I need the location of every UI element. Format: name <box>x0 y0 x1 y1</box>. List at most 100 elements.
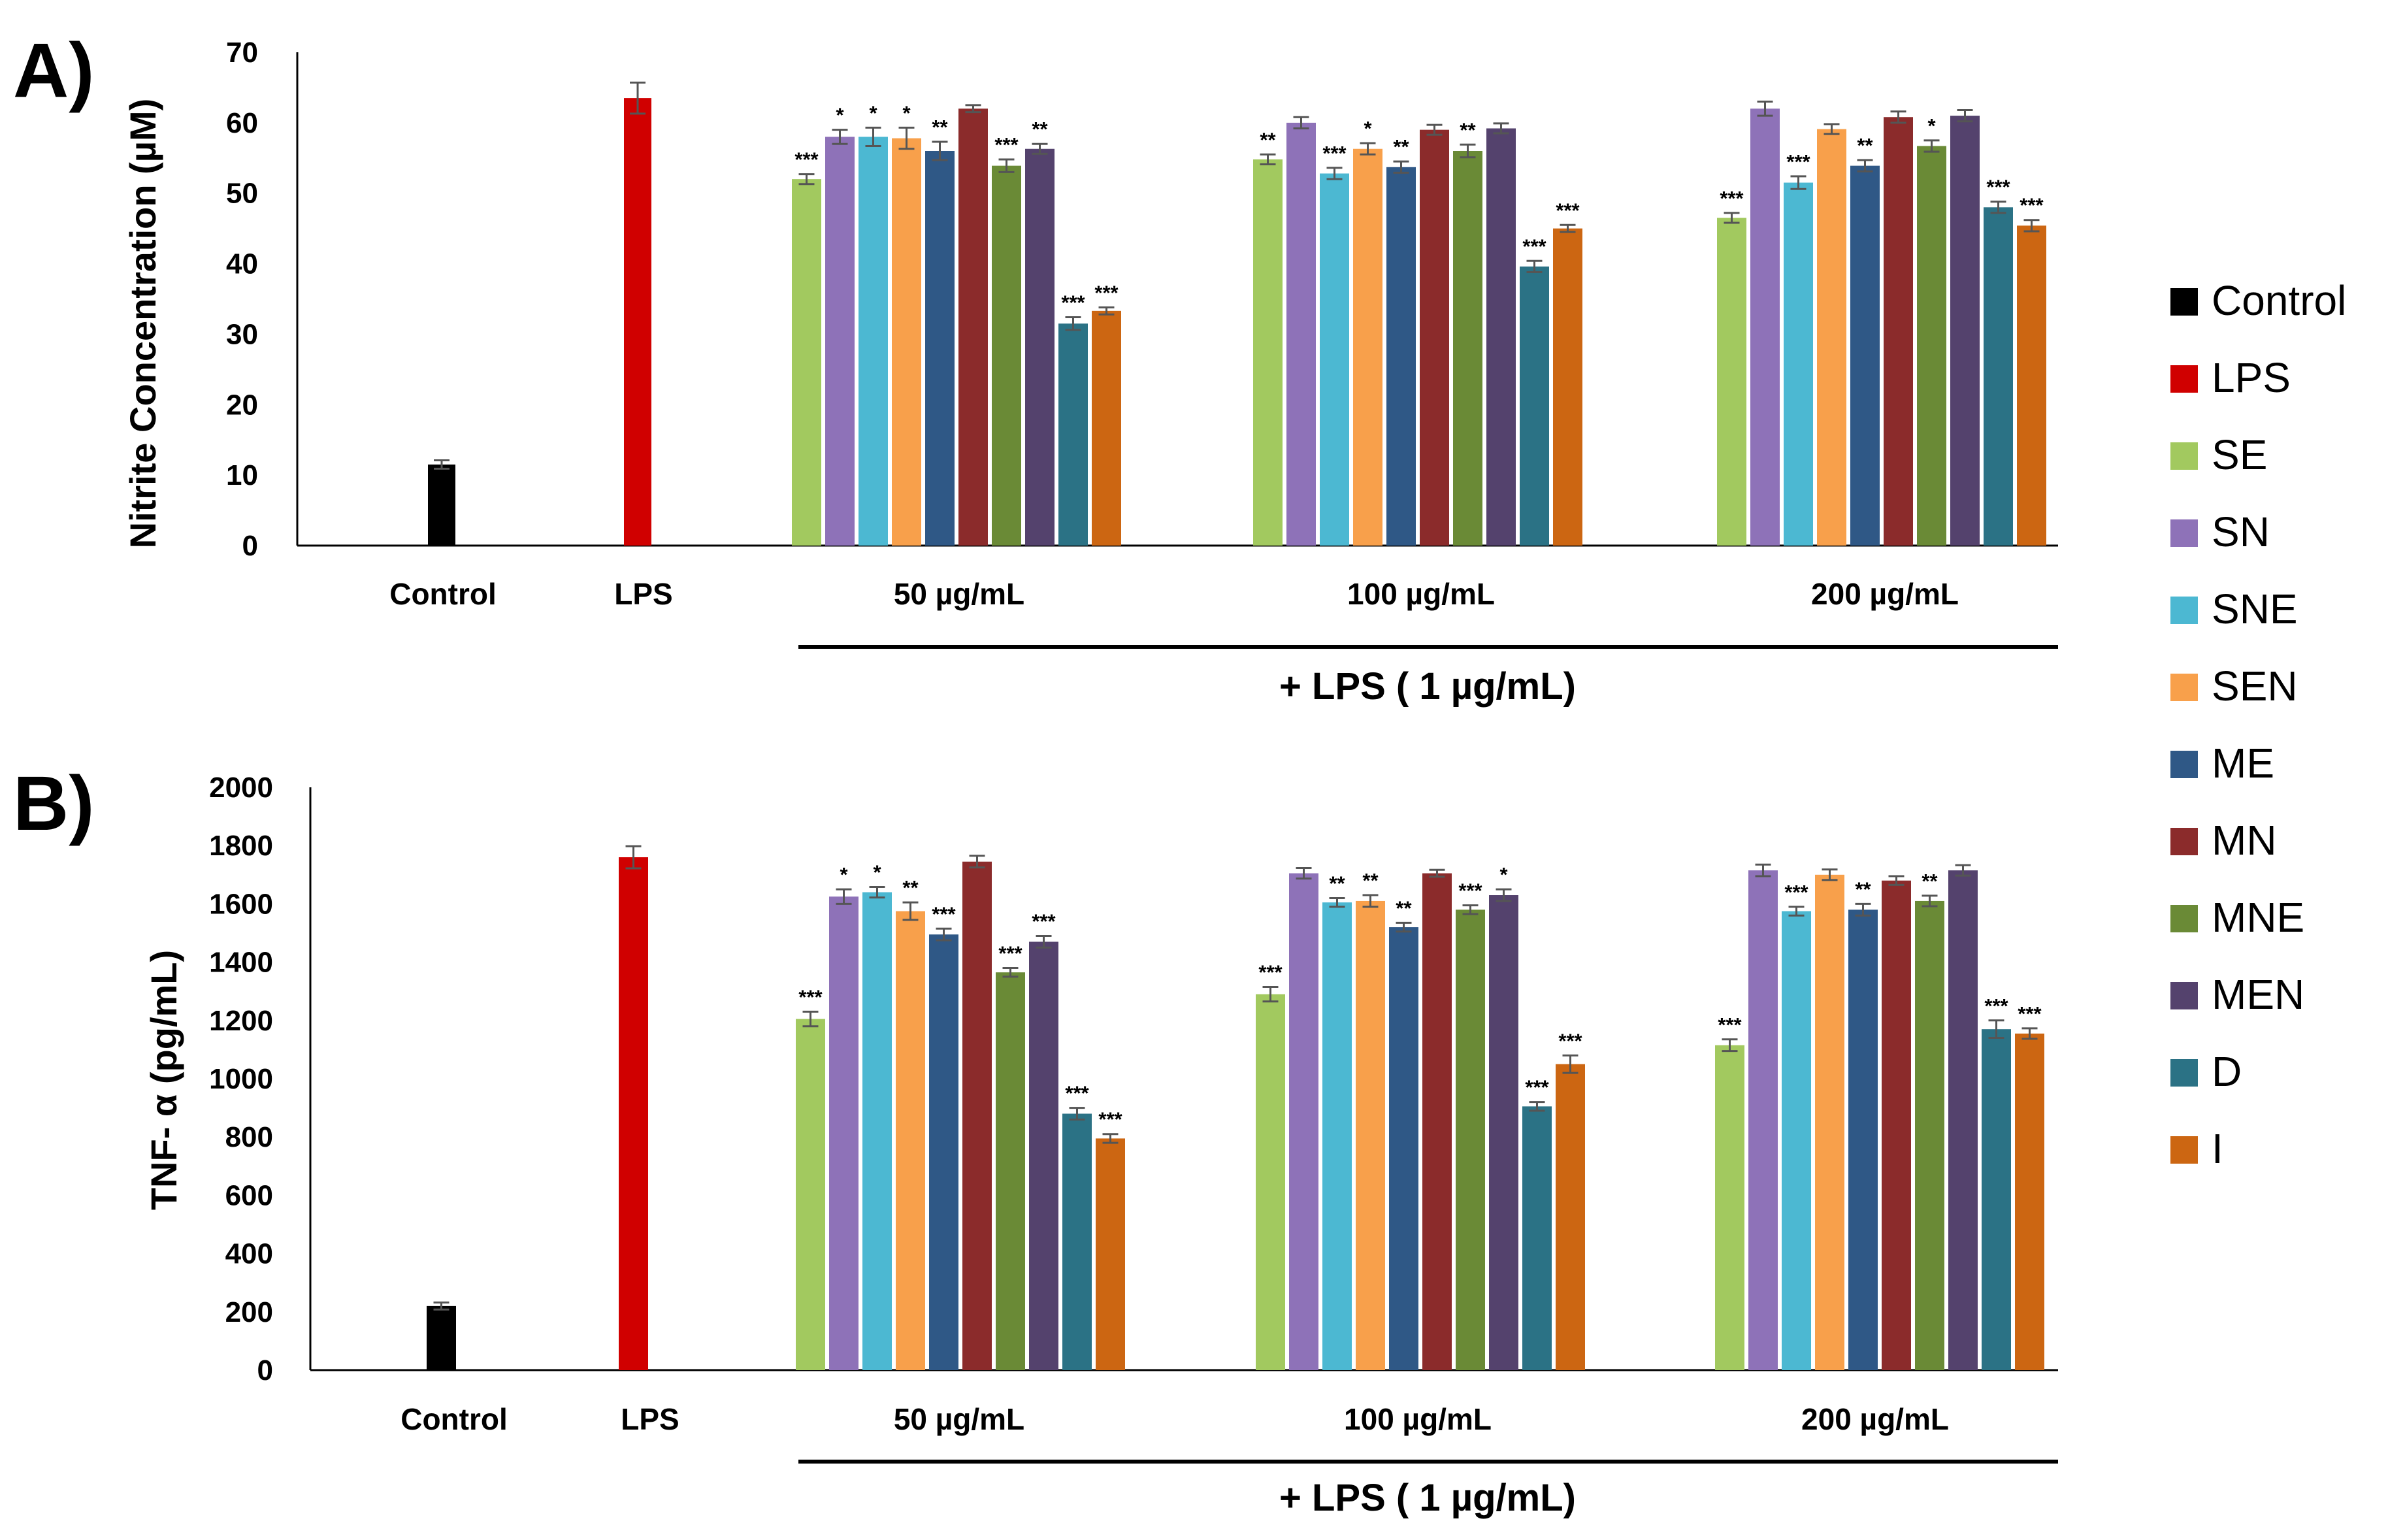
panel-a-lps-treatment-label: + LPS ( 1 µg/mL) <box>1279 665 1576 708</box>
panel-b-100-g-ml-se-significance: *** <box>1258 961 1283 984</box>
panel-a-y-ticks: 0 10 20 30 40 50 60 70 <box>226 37 258 562</box>
legend-swatch-mn <box>2170 828 2198 855</box>
panel-b-50-g-ml-sn-error-bar <box>836 888 852 905</box>
panel-a-200-g-ml-d-significance: *** <box>1986 176 2010 199</box>
legend-swatch-mne <box>2170 905 2198 932</box>
legend-swatch-lps <box>2170 365 2198 393</box>
legend-item-control: Control <box>2170 277 2346 324</box>
panel-b-50-g-ml-se-bar <box>796 1019 825 1370</box>
panel-a-200-g-ml-me-error-bar <box>1857 159 1873 172</box>
panel-b-y-ticks: 0 200 400 600 800 1000 1200 1400 1600 1800 2000 <box>209 772 273 1386</box>
panel-a-50-g-ml-sne-significance: * <box>869 101 877 124</box>
panel-a-50-g-ml-me-bar <box>925 151 955 546</box>
panel-a-100-g-ml-men-error-bar <box>1493 122 1509 135</box>
panel-b-100-g-ml-d-significance: *** <box>1525 1076 1549 1099</box>
legend-swatch-sen <box>2170 674 2198 701</box>
panel-b-x-label-lps: LPS <box>621 1402 679 1436</box>
legend-label-me: ME <box>2212 740 2274 787</box>
panel-b-50-g-ml-me-bar <box>929 934 958 1370</box>
panel-b-200-g-ml-se-significance: *** <box>1718 1013 1742 1036</box>
panel-b-200-g-ml-se-error-bar <box>1722 1038 1738 1053</box>
panel-b-50-g-ml-mn-bar <box>962 861 992 1370</box>
panel-a-100-g-ml-sne-error-bar <box>1326 167 1343 180</box>
panel-a-x-label-lps: LPS <box>614 577 672 611</box>
panel-a-50-g-ml-i-error-bar <box>1098 306 1115 316</box>
legend-label-control: Control <box>2212 277 2346 324</box>
panel-b-100-g-ml-men-significance: * <box>1499 863 1508 886</box>
panel-b-100-g-ml-me-bar <box>1389 927 1418 1370</box>
legend-item-se: SE <box>2170 431 2267 478</box>
panel-b-50-g-ml-i-error-bar <box>1102 1133 1119 1144</box>
panel-a-100-g-ml-men-bar <box>1486 128 1516 546</box>
panel-b-y-tick-0: 0 <box>257 1354 273 1386</box>
panel-a-significance-marks: **** * *********** ************************… <box>794 101 2044 314</box>
panel-a-y-tick-60: 60 <box>226 107 258 139</box>
panel-b-100-g-ml-i-significance: *** <box>1558 1029 1582 1052</box>
panel-b-50-g-ml-d-error-bar <box>1069 1107 1085 1121</box>
legend-swatch-men <box>2170 982 2198 1009</box>
legend-item-d: D <box>2170 1048 2242 1095</box>
panel-a-50-g-ml-se-bar <box>792 179 821 546</box>
panel-a-200-g-ml-sne-error-bar <box>1790 175 1807 190</box>
panel-b-lps-error-bar <box>625 845 642 870</box>
panel-b-100-g-ml-d-bar <box>1522 1106 1552 1370</box>
panel-b-lps-bar <box>619 857 648 1370</box>
panel-b-200-g-ml-sne-error-bar <box>1788 906 1805 917</box>
panel-b-100-g-ml-me-error-bar <box>1396 921 1412 933</box>
panel-b-significance-marks: **** *********************** *************… <box>798 861 2042 1131</box>
panel-b-control-bar <box>427 1305 456 1370</box>
panel-b-50-g-ml-sen-bar <box>896 911 925 1370</box>
panel-a-y-tick-0: 0 <box>242 530 258 562</box>
panel-a-y-tick-50: 50 <box>226 178 258 210</box>
panel-a-50-g-ml-sen-significance: * <box>902 101 911 124</box>
panel-b-100-g-ml-i-bar <box>1556 1064 1585 1370</box>
legend-label-se: SE <box>2212 431 2267 478</box>
panel-b-100-g-ml-mn-bar <box>1422 873 1452 1370</box>
panel-b-100-g-ml-mne-significance: *** <box>1458 879 1482 902</box>
panel-a-200-g-ml-se-bar <box>1717 218 1746 546</box>
panel-b-100-g-ml-mn-error-bar <box>1429 868 1445 878</box>
panel-a-50-g-ml-mn-bar <box>958 108 988 546</box>
panel-b-100-g-ml-sen-significance: ** <box>1362 869 1379 892</box>
panel-a-200-g-ml-i-error-bar <box>2023 219 2040 233</box>
panel-a-100-g-ml-d-bar <box>1520 266 1549 546</box>
panel-b-100-g-ml-men-error-bar <box>1496 888 1512 902</box>
panel-a-200-g-ml-mn-bar <box>1884 117 1913 546</box>
panel-b-y-tick-200: 200 <box>225 1296 273 1328</box>
panel-a-50-g-ml-men-bar <box>1025 148 1055 546</box>
panel-b-y-tick-1200: 1200 <box>209 1005 273 1037</box>
panel-b-200-g-ml-men-bar <box>1948 870 1978 1370</box>
panel-b-50-g-ml-sne-bar <box>862 892 892 1370</box>
panel-a-50-g-ml-sen-bar <box>892 138 921 546</box>
panel-b-y-tick-400: 400 <box>225 1238 273 1270</box>
panel-b-200-g-ml-me-significance: ** <box>1855 877 1871 900</box>
panel-a-100-g-ml-me-error-bar <box>1393 160 1409 174</box>
legend-swatch-i <box>2170 1136 2198 1164</box>
legend-label-mn: MN <box>2212 817 2277 864</box>
legend-item-lps: LPS <box>2170 354 2291 401</box>
legend-swatch-sne <box>2170 597 2198 624</box>
panel-a-y-tick-30: 30 <box>226 318 258 350</box>
panel-a-50-g-ml-sn-bar <box>825 137 855 546</box>
panel-a-100-g-ml-se-significance: ** <box>1260 128 1276 151</box>
panel-b-200-g-ml-me-error-bar <box>1855 902 1871 917</box>
panel-b-100-g-ml-i-error-bar <box>1562 1054 1578 1074</box>
panel-b-100-g-ml-sn-bar <box>1289 873 1318 1370</box>
legend-item-sen: SEN <box>2170 663 2298 710</box>
panel-a-200-g-ml-me-significance: ** <box>1857 134 1873 157</box>
panel-a-50-g-ml-d-significance: *** <box>1061 291 1085 314</box>
panel-a-100-g-ml-sn-bar <box>1286 122 1316 546</box>
panel-a-200-g-ml-sne-bar <box>1784 182 1813 546</box>
panel-a-y-tick-20: 20 <box>226 389 258 421</box>
panel-b-100-g-ml-sen-bar <box>1356 900 1385 1370</box>
panel-b-50-g-ml-i-bar <box>1096 1138 1125 1370</box>
panel-b-200-g-ml-d-error-bar <box>1988 1019 2004 1040</box>
panel-b-200-g-ml-i-significance: *** <box>2018 1002 2042 1025</box>
panel-b-200-g-ml-d-bar <box>1982 1029 2011 1370</box>
panel-a-200-g-ml-se-significance: *** <box>1720 187 1744 210</box>
panel-b-50-g-ml-mn-error-bar <box>969 855 985 869</box>
panel-b-100-g-ml-se-bar <box>1256 994 1285 1370</box>
panel-b-50-g-ml-sn-significance: * <box>840 863 848 886</box>
legend-item-mn: MN <box>2170 817 2277 864</box>
panel-b-200-g-ml-mne-significance: ** <box>1922 870 1938 893</box>
